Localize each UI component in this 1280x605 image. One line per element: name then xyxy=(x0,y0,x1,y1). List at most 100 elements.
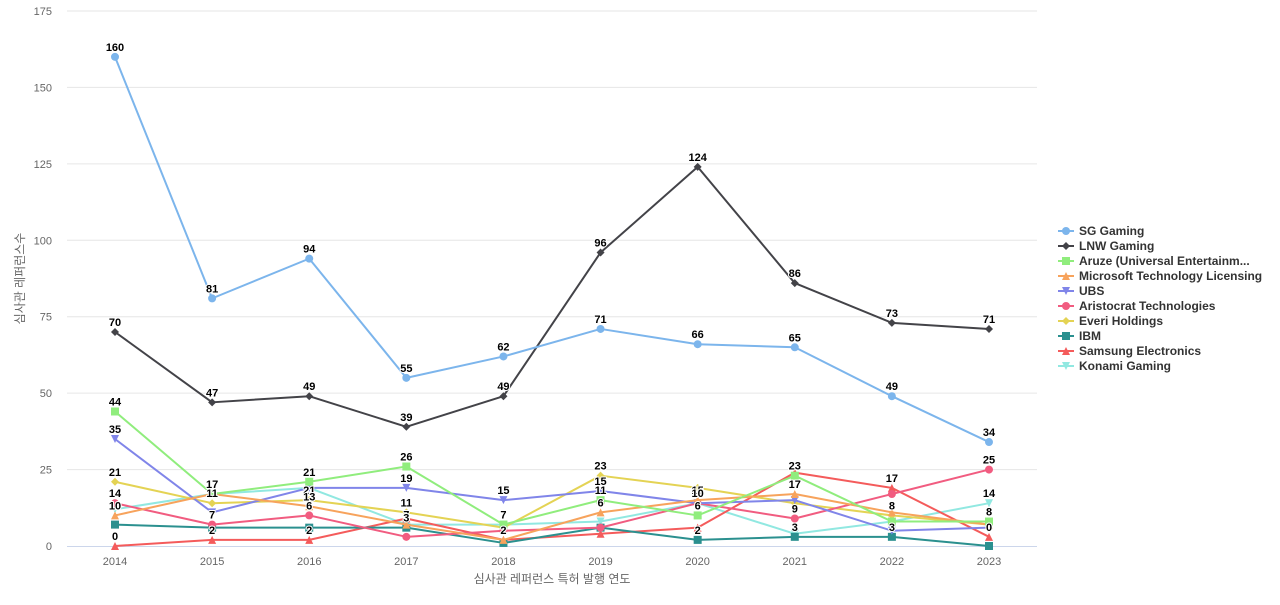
legend-item[interactable]: Samsung Electronics xyxy=(1058,344,1201,358)
data-label: 0 xyxy=(112,531,118,543)
data-point xyxy=(111,328,119,336)
data-point xyxy=(693,511,702,520)
data-point xyxy=(208,520,217,529)
data-point xyxy=(402,373,411,382)
data-point xyxy=(790,471,799,480)
data-label: 11 xyxy=(206,488,218,500)
x-tick-label: 2019 xyxy=(588,556,612,568)
data-label: 26 xyxy=(400,452,412,464)
data-label: 23 xyxy=(789,461,801,473)
legend-item[interactable]: Everi Holdings xyxy=(1058,314,1163,328)
legend-label: Aristocrat Technologies xyxy=(1079,299,1216,313)
legend-item[interactable]: Aristocrat Technologies xyxy=(1058,299,1216,313)
data-point xyxy=(402,520,411,529)
series-line xyxy=(114,468,990,538)
data-point xyxy=(111,407,119,416)
legend-item[interactable]: LNW Gaming xyxy=(1058,239,1154,253)
y-axis-ticks: 0 25 50 75 100 125 150 175 xyxy=(34,6,52,553)
data-label: 13 xyxy=(303,491,315,503)
data-label: 35 xyxy=(109,424,121,436)
data-point xyxy=(887,532,896,541)
data-label: 6 xyxy=(695,500,701,512)
data-label: 49 xyxy=(497,381,509,393)
legend-item[interactable]: Aruze (Universal Entertainm... xyxy=(1058,254,1250,268)
data-label: 96 xyxy=(594,238,606,250)
data-point xyxy=(790,532,799,541)
data-point xyxy=(402,483,411,492)
data-point xyxy=(790,343,799,352)
data-point xyxy=(402,462,411,471)
legend-item[interactable]: SG Gaming xyxy=(1058,224,1144,238)
data-label: 55 xyxy=(400,363,412,375)
data-label: 10 xyxy=(692,488,704,500)
data-label: 160 xyxy=(106,42,124,54)
data-label: 8 xyxy=(986,507,992,519)
x-tick-label: 2018 xyxy=(491,556,515,568)
x-tick-label: 2014 xyxy=(103,556,127,568)
legend-item[interactable]: UBS xyxy=(1058,284,1104,298)
x-tick-label: 2021 xyxy=(783,556,807,568)
legend-item[interactable]: IBM xyxy=(1058,329,1101,343)
data-point xyxy=(693,483,702,492)
data-point xyxy=(693,496,702,505)
data-label: 0 xyxy=(986,522,992,534)
data-point xyxy=(208,490,217,499)
data-point xyxy=(208,508,217,517)
data-point xyxy=(499,496,508,505)
data-label: 6 xyxy=(306,500,312,512)
series-line xyxy=(114,410,989,526)
data-point xyxy=(111,477,119,486)
series-line xyxy=(114,165,990,428)
data-label: 73 xyxy=(886,308,898,320)
data-label: 21 xyxy=(109,467,121,479)
legend-label: SG Gaming xyxy=(1079,224,1144,238)
data-label: 2 xyxy=(306,525,312,537)
data-label: 25 xyxy=(983,455,995,467)
legend-marker xyxy=(1062,302,1070,310)
data-point xyxy=(402,422,411,431)
data-label: 34 xyxy=(983,427,996,439)
data-label: 2 xyxy=(209,525,215,537)
data-point xyxy=(499,535,508,544)
data-point xyxy=(596,486,605,495)
legend-item[interactable]: Konami Gaming xyxy=(1058,359,1171,373)
data-label: 124 xyxy=(688,152,707,164)
legend-marker xyxy=(1062,347,1070,355)
data-point xyxy=(887,526,896,535)
data-point xyxy=(985,438,993,447)
series-lnw-gaming xyxy=(111,162,993,431)
data-label: 2 xyxy=(500,525,506,537)
data-label: 39 xyxy=(400,412,412,424)
data-point xyxy=(402,508,411,517)
series-sg-gaming xyxy=(111,52,993,447)
data-point xyxy=(305,392,314,401)
data-point xyxy=(305,511,314,520)
x-tick-label: 2022 xyxy=(880,556,904,568)
data-label: 44 xyxy=(109,396,122,408)
data-label: 11 xyxy=(401,497,413,509)
series-line xyxy=(114,471,990,547)
data-point xyxy=(111,511,119,520)
legend-label: Aruze (Universal Entertainm... xyxy=(1079,254,1250,268)
data-point xyxy=(887,490,896,499)
data-point xyxy=(985,517,993,526)
data-label: 15 xyxy=(497,485,509,497)
series-line xyxy=(114,56,990,443)
data-label: 21 xyxy=(303,467,315,479)
legend-label: UBS xyxy=(1079,284,1104,298)
legend-item[interactable]: Microsoft Technology Licensing xyxy=(1058,269,1262,283)
data-label: 49 xyxy=(303,381,315,393)
legend-label: LNW Gaming xyxy=(1079,239,1154,253)
data-point xyxy=(111,499,119,508)
data-label: 94 xyxy=(303,244,316,256)
data-label: 3 xyxy=(889,522,895,534)
data-point xyxy=(596,508,605,517)
legend-marker xyxy=(1062,257,1070,265)
data-point xyxy=(111,542,119,550)
series-line xyxy=(114,438,990,532)
data-label: 81 xyxy=(206,283,218,295)
data-label: 3 xyxy=(403,513,409,525)
data-label: 17 xyxy=(206,479,218,491)
data-label: 14 xyxy=(109,488,122,500)
